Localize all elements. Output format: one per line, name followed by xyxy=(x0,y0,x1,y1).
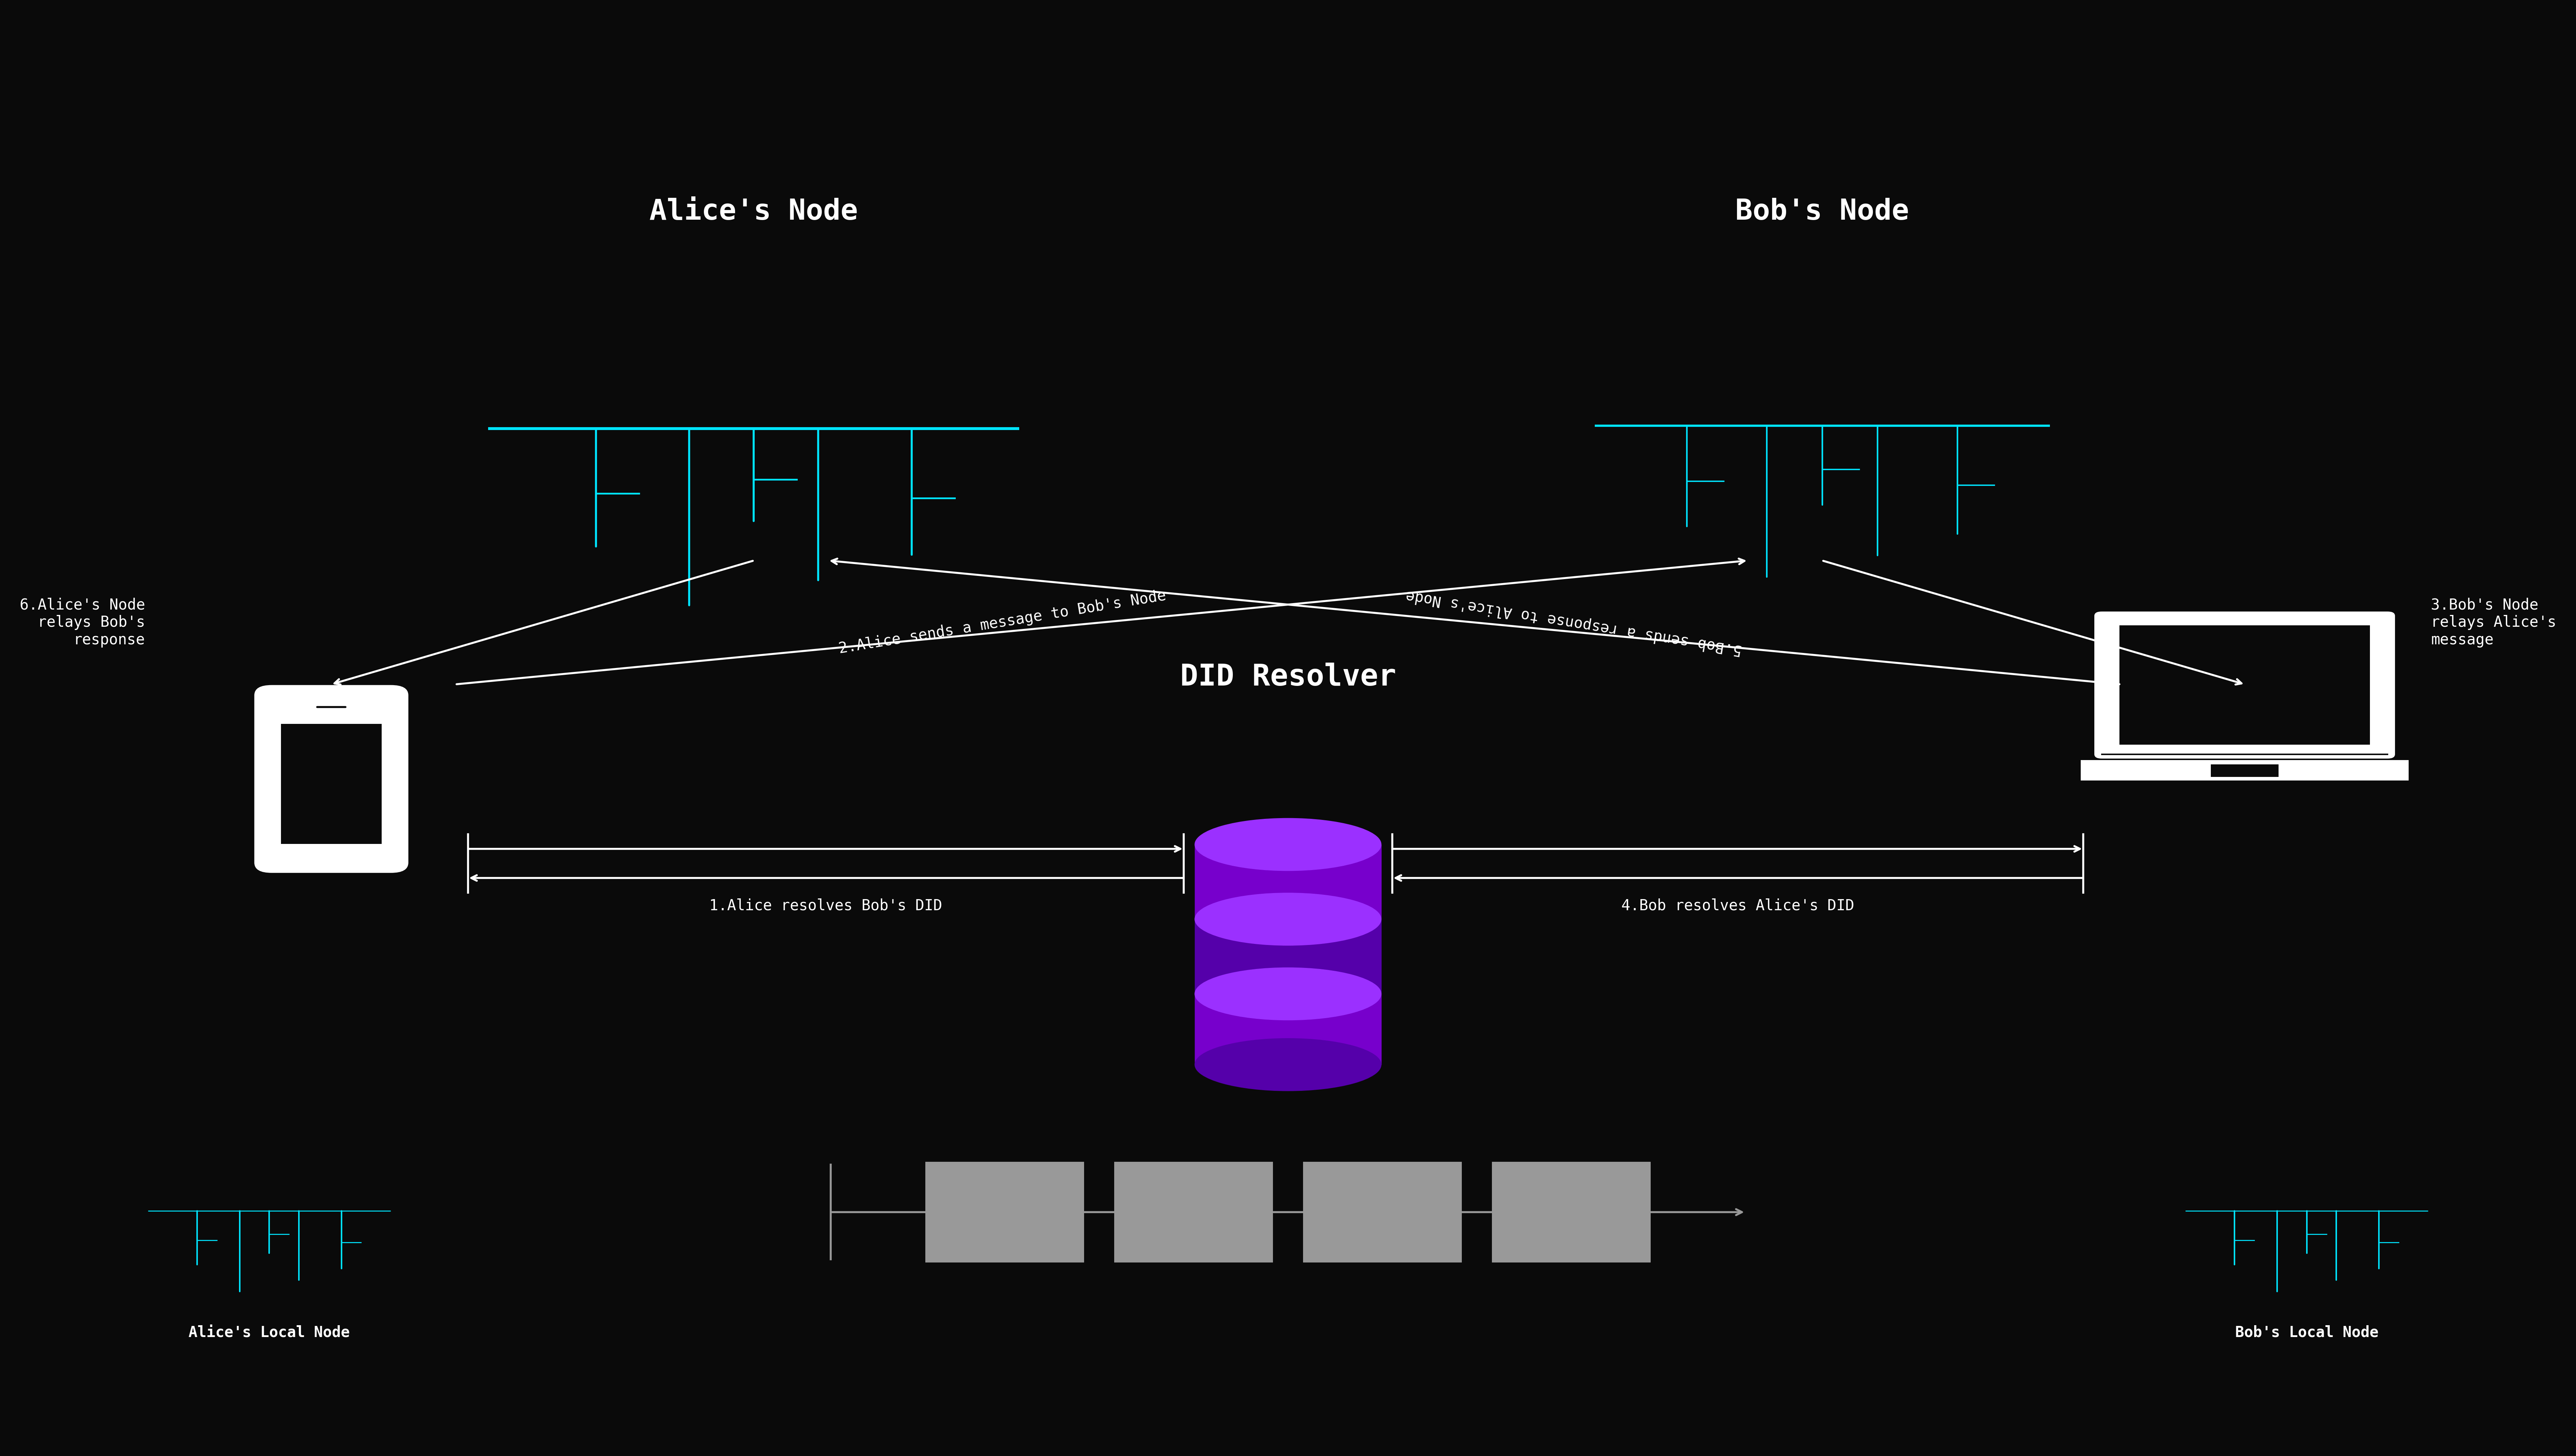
Circle shape xyxy=(549,351,744,464)
Circle shape xyxy=(2287,1155,2372,1206)
FancyBboxPatch shape xyxy=(1113,1162,1273,1262)
Text: Alice's Local Node: Alice's Local Node xyxy=(188,1325,350,1340)
Circle shape xyxy=(204,1156,335,1235)
Circle shape xyxy=(603,307,904,483)
Ellipse shape xyxy=(1195,968,1381,1021)
Circle shape xyxy=(2213,1175,2303,1227)
Circle shape xyxy=(204,1155,289,1206)
Circle shape xyxy=(2311,1175,2401,1227)
Text: Bob's Node: Bob's Node xyxy=(1736,198,1909,226)
Text: Alice's Node: Alice's Node xyxy=(649,198,858,226)
Circle shape xyxy=(757,347,963,469)
FancyBboxPatch shape xyxy=(925,1162,1084,1262)
Circle shape xyxy=(1646,358,1814,457)
Circle shape xyxy=(2184,1190,2251,1229)
Circle shape xyxy=(716,310,891,414)
Circle shape xyxy=(144,1188,216,1230)
FancyBboxPatch shape xyxy=(1303,1162,1463,1262)
Circle shape xyxy=(273,1175,363,1227)
FancyBboxPatch shape xyxy=(255,684,410,872)
Text: Bob's Local Node: Bob's Local Node xyxy=(2236,1325,2378,1340)
Ellipse shape xyxy=(1195,970,1381,1018)
Circle shape xyxy=(611,307,796,416)
Circle shape xyxy=(1698,323,1947,470)
Circle shape xyxy=(1641,355,1819,460)
FancyBboxPatch shape xyxy=(1195,994,1381,1064)
Circle shape xyxy=(2360,1188,2432,1230)
Circle shape xyxy=(1785,322,1945,415)
FancyBboxPatch shape xyxy=(1195,844,1381,919)
Circle shape xyxy=(1703,323,1855,412)
Circle shape xyxy=(325,1190,392,1229)
Ellipse shape xyxy=(1195,1038,1381,1091)
Circle shape xyxy=(175,1175,265,1227)
FancyBboxPatch shape xyxy=(2190,1194,2424,1211)
Circle shape xyxy=(1924,384,2050,459)
Text: 2.Alice sends a message to Bob's Node: 2.Alice sends a message to Bob's Node xyxy=(837,588,1167,657)
FancyBboxPatch shape xyxy=(1595,405,2050,430)
Circle shape xyxy=(250,1155,335,1206)
Text: DID Resolver: DID Resolver xyxy=(1180,662,1396,692)
FancyBboxPatch shape xyxy=(1195,919,1381,994)
Circle shape xyxy=(616,310,791,414)
FancyBboxPatch shape xyxy=(495,390,1012,428)
Circle shape xyxy=(2182,1188,2254,1230)
Circle shape xyxy=(873,381,1020,467)
Circle shape xyxy=(201,1155,337,1236)
Text: 1.Alice resolves Bob's DID: 1.Alice resolves Bob's DID xyxy=(708,898,943,913)
Circle shape xyxy=(173,1174,268,1229)
Circle shape xyxy=(325,847,340,858)
Circle shape xyxy=(147,1190,214,1229)
Circle shape xyxy=(206,1156,286,1204)
FancyBboxPatch shape xyxy=(2210,764,2280,778)
Circle shape xyxy=(487,381,634,467)
Circle shape xyxy=(2290,1156,2370,1204)
Circle shape xyxy=(1826,355,2004,460)
Circle shape xyxy=(270,1174,366,1229)
Circle shape xyxy=(544,347,750,469)
Text: 4.Bob resolves Alice's DID: 4.Bob resolves Alice's DID xyxy=(1620,898,1855,913)
Circle shape xyxy=(322,1188,394,1230)
Circle shape xyxy=(252,1156,332,1204)
FancyBboxPatch shape xyxy=(2081,760,2409,780)
Circle shape xyxy=(711,307,896,416)
FancyBboxPatch shape xyxy=(489,403,1020,432)
FancyBboxPatch shape xyxy=(152,1194,386,1211)
Circle shape xyxy=(2362,1190,2429,1229)
Circle shape xyxy=(1922,383,2056,462)
FancyBboxPatch shape xyxy=(1492,1162,1651,1262)
Circle shape xyxy=(2239,1155,2375,1236)
Circle shape xyxy=(2210,1174,2306,1229)
Ellipse shape xyxy=(1195,818,1381,871)
FancyBboxPatch shape xyxy=(281,724,381,844)
FancyBboxPatch shape xyxy=(2120,626,2370,744)
Circle shape xyxy=(1692,322,1953,473)
Circle shape xyxy=(868,379,1025,470)
Ellipse shape xyxy=(1195,893,1381,945)
FancyBboxPatch shape xyxy=(1600,393,2043,425)
Circle shape xyxy=(2308,1174,2403,1229)
Circle shape xyxy=(1790,323,1940,412)
Circle shape xyxy=(608,310,899,480)
Text: 3.Bob's Node
relays Alice's
message: 3.Bob's Node relays Alice's message xyxy=(2432,597,2555,648)
Circle shape xyxy=(482,379,639,470)
FancyBboxPatch shape xyxy=(2184,1200,2429,1213)
Circle shape xyxy=(762,351,958,464)
Circle shape xyxy=(1592,384,1718,459)
Circle shape xyxy=(1700,322,1860,415)
FancyBboxPatch shape xyxy=(147,1200,392,1213)
Text: 6.Alice's Node
relays Bob's
response: 6.Alice's Node relays Bob's response xyxy=(21,597,144,648)
Circle shape xyxy=(1832,358,1999,457)
Circle shape xyxy=(2241,1155,2326,1206)
Text: 5.Bob sends a response to Alice's Node: 5.Bob sends a response to Alice's Node xyxy=(1404,588,1744,657)
Circle shape xyxy=(1589,383,1723,462)
FancyBboxPatch shape xyxy=(2094,612,2396,759)
Circle shape xyxy=(2241,1156,2372,1235)
Ellipse shape xyxy=(1195,895,1381,943)
Circle shape xyxy=(2244,1156,2324,1204)
